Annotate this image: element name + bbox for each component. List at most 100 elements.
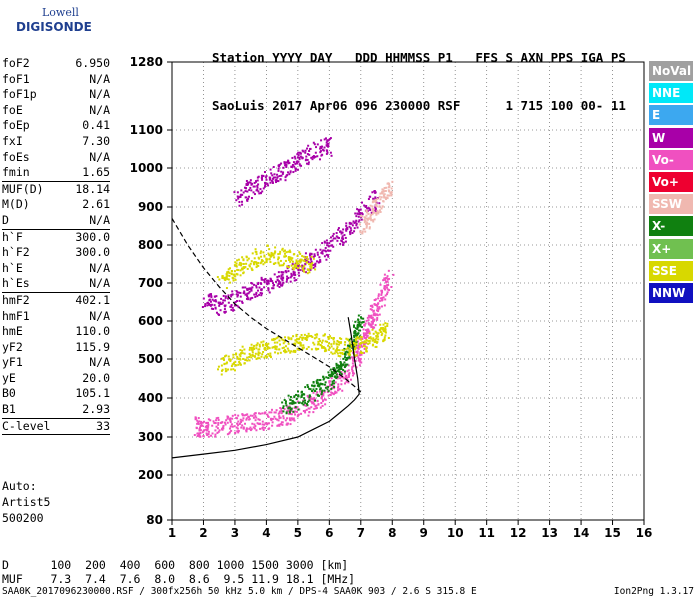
data-point <box>362 335 365 338</box>
data-point <box>377 338 380 341</box>
data-point <box>232 368 235 371</box>
x-tick-label: 13 <box>541 526 558 540</box>
data-point <box>355 219 358 222</box>
data-point <box>202 430 205 433</box>
data-point <box>233 369 236 372</box>
data-point <box>283 161 286 164</box>
data-point <box>291 165 294 168</box>
data-point <box>320 341 323 344</box>
data-point <box>305 335 308 338</box>
data-point <box>383 336 386 339</box>
data-point <box>332 393 335 396</box>
data-point <box>327 344 330 347</box>
data-point <box>301 336 304 339</box>
data-point <box>304 401 307 404</box>
data-point <box>244 190 247 193</box>
data-point <box>332 237 335 240</box>
data-point <box>239 295 242 298</box>
data-point <box>373 190 376 193</box>
data-point <box>265 178 268 181</box>
data-point <box>264 411 267 414</box>
data-point <box>233 425 236 428</box>
data-point <box>264 184 267 187</box>
data-point <box>248 188 251 191</box>
data-point <box>289 280 292 283</box>
data-point <box>273 415 276 418</box>
data-point <box>381 326 384 329</box>
data-point <box>378 205 381 208</box>
data-point <box>305 408 308 411</box>
data-point <box>251 282 254 285</box>
data-point <box>297 271 300 274</box>
data-point <box>261 412 264 415</box>
param-row: h`E N/A <box>2 261 110 277</box>
data-point <box>245 430 248 433</box>
data-point <box>292 161 295 164</box>
data-point <box>304 386 307 389</box>
data-point <box>377 294 380 297</box>
data-point <box>249 297 252 300</box>
data-point <box>375 212 378 215</box>
data-point <box>320 393 323 396</box>
data-point <box>365 226 368 229</box>
data-point <box>236 268 239 271</box>
data-point <box>319 406 322 409</box>
data-point <box>359 231 362 234</box>
y-tick-label: 80 <box>146 513 163 527</box>
data-point <box>250 189 253 192</box>
data-point <box>236 427 239 430</box>
y-tick-label: 200 <box>138 468 163 482</box>
data-point <box>222 277 225 280</box>
data-point <box>201 424 204 427</box>
data-point <box>334 369 337 372</box>
data-point <box>309 147 312 150</box>
data-point <box>313 407 316 410</box>
data-point <box>333 375 336 378</box>
y-tick-label: 600 <box>138 314 163 328</box>
parameter-panel: foF2 6.950 foF1 N/A foF1p N/A foE N/A foEp 0.41 fx… <box>2 56 110 436</box>
data-point <box>311 402 314 405</box>
data-point <box>315 380 318 383</box>
data-point <box>209 300 212 303</box>
data-point <box>240 264 243 267</box>
data-point <box>294 167 297 170</box>
data-point <box>208 298 211 301</box>
data-point <box>242 271 245 274</box>
data-point <box>286 278 289 281</box>
data-point <box>214 307 217 310</box>
data-point <box>321 252 324 255</box>
data-point <box>263 254 266 257</box>
data-point <box>367 207 370 210</box>
data-point <box>379 323 382 326</box>
data-point <box>391 180 394 183</box>
data-point <box>322 394 325 397</box>
data-point <box>341 351 344 354</box>
data-point <box>313 385 316 388</box>
data-point <box>289 258 292 261</box>
data-point <box>317 261 320 264</box>
data-point <box>321 153 324 156</box>
data-point <box>257 183 260 186</box>
data-point <box>241 301 244 304</box>
data-point <box>245 297 248 300</box>
data-point <box>386 280 389 283</box>
data-point <box>288 173 291 176</box>
data-point <box>246 296 249 299</box>
data-point <box>296 415 299 418</box>
data-point <box>315 407 318 410</box>
data-point <box>265 279 268 282</box>
data-point <box>358 364 361 367</box>
param-key: fxI <box>2 133 23 148</box>
data-point <box>367 331 370 334</box>
data-point <box>270 172 273 175</box>
data-point <box>347 369 350 372</box>
data-point <box>219 309 222 312</box>
data-point <box>320 402 323 405</box>
data-point <box>337 383 340 386</box>
data-point <box>310 262 313 265</box>
data-point <box>236 294 239 297</box>
data-point <box>238 423 241 426</box>
data-point <box>312 341 315 344</box>
data-point <box>312 388 315 391</box>
